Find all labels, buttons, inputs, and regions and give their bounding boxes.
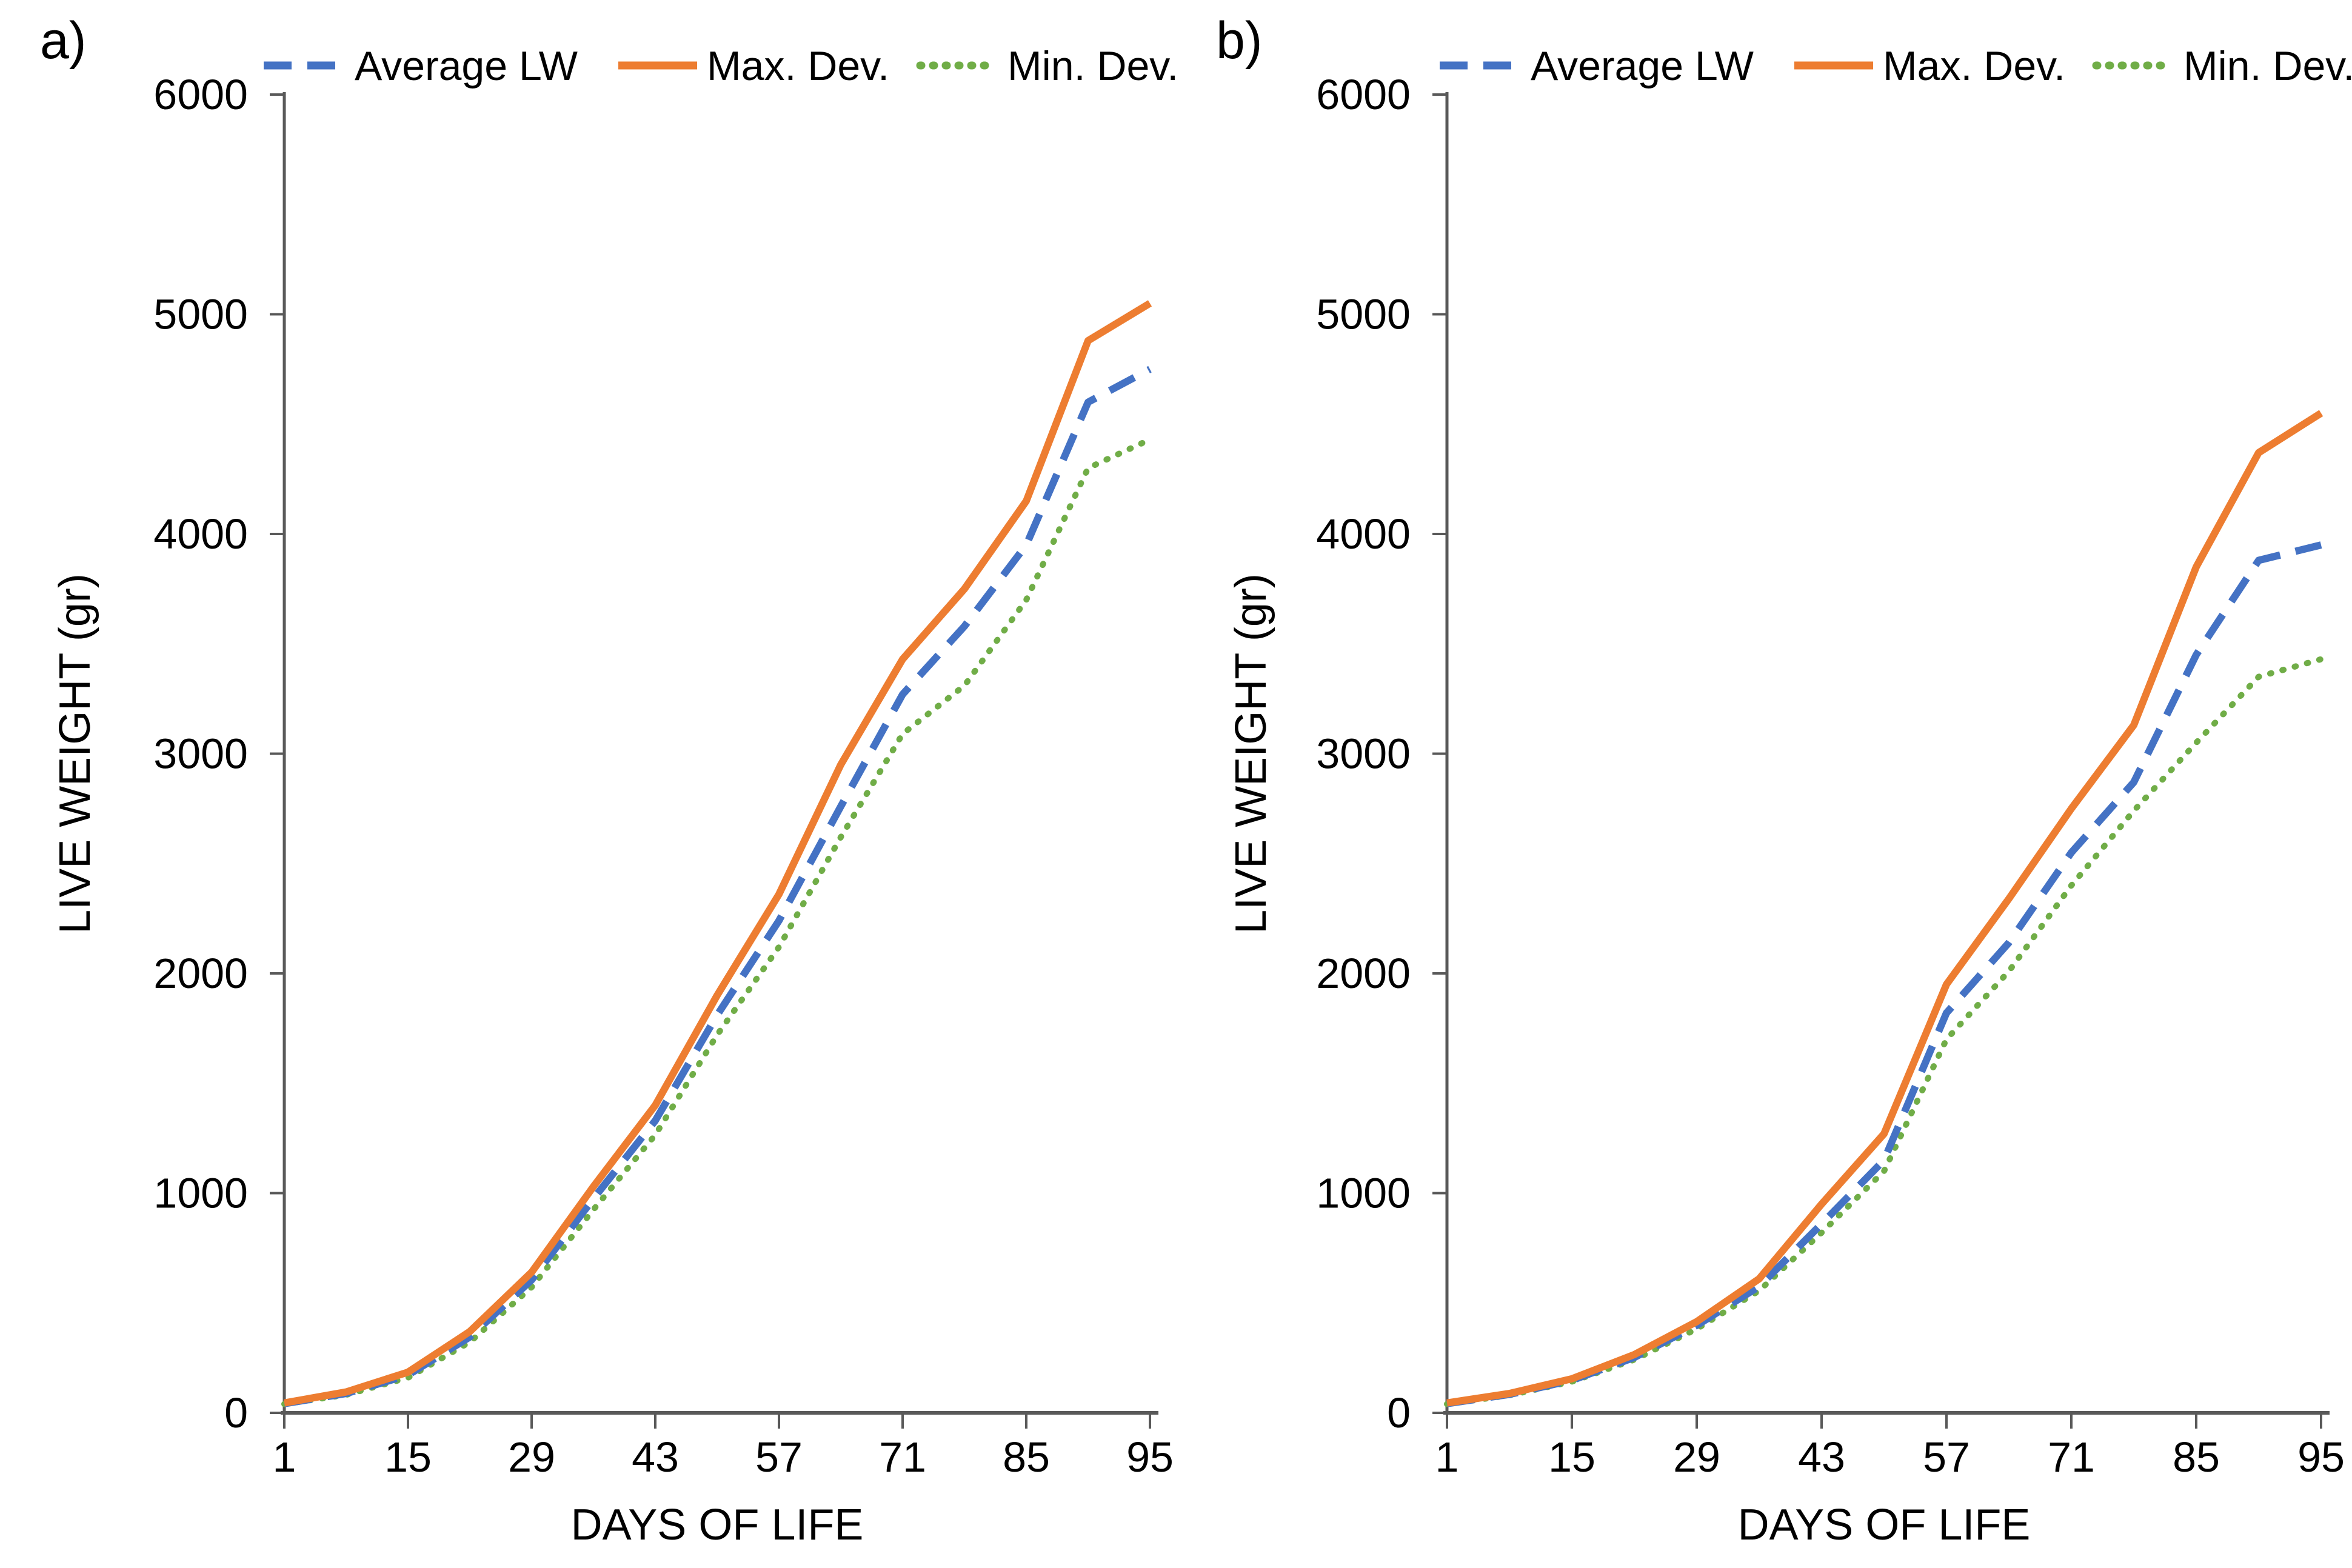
x-tick-label: 95 — [2297, 1433, 2345, 1481]
y-tick-label: 2000 — [153, 950, 248, 997]
y-tick-label: 5000 — [153, 291, 248, 338]
x-tick-label: 85 — [1003, 1433, 1050, 1481]
y-axis-title: LIVE WEIGHT (gr) — [1227, 573, 1275, 934]
x-tick-label: 71 — [2048, 1433, 2095, 1481]
panel-letter-a: a) — [40, 12, 87, 70]
y-tick-label: 5000 — [1316, 291, 1411, 338]
legend-label: Min. Dev. — [1007, 43, 1178, 89]
y-tick-label: 2000 — [1316, 950, 1411, 997]
panel-letter-b: b) — [1216, 12, 1263, 70]
live-weight-chart-b: 0 1000 2000 3000 4000 5000 6000 1 15 29 43 57 71 85 95… — [1227, 43, 2352, 1549]
series-line-min-dev — [1444, 656, 2324, 1407]
x-tick-label: 71 — [879, 1433, 926, 1481]
x-tick-label: 29 — [1673, 1433, 1720, 1481]
series-line-max-dev — [283, 300, 1152, 1407]
x-axis-title: DAYS OF LIFE — [571, 1501, 864, 1549]
series-line-average-lw — [1446, 541, 2322, 1407]
series-line-max-dev — [1446, 410, 2324, 1407]
y-tick-label: 6000 — [153, 71, 248, 118]
x-tick-label: 15 — [384, 1433, 432, 1481]
x-tick-label: 95 — [1126, 1433, 1174, 1481]
growth-chart-panel-b: b) 0 1000 2000 3000 4000 5000 6000 1 15 29 43 57 71 8… — [1200, 10, 2352, 1568]
legend-label: Max. Dev. — [1883, 43, 2065, 89]
x-axis-title: DAYS OF LIFE — [1738, 1501, 2031, 1549]
y-axis-title: LIVE WEIGHT (gr) — [51, 573, 99, 934]
live-weight-chart-a: 0 1000 2000 3000 4000 5000 6000 1 15 29 43 57 71 85 95… — [51, 43, 1178, 1549]
y-tick-label: 0 — [224, 1389, 248, 1436]
x-tick-label: 85 — [2173, 1433, 2220, 1481]
y-tick-label: 1000 — [153, 1170, 248, 1217]
growth-chart-panel-a: a) 0 1000 2000 3000 4000 5000 6000 1 15 29 43 57 71 8… — [24, 10, 1200, 1568]
legend-label: Max. Dev. — [707, 43, 889, 89]
y-tick-label: 4000 — [153, 510, 248, 558]
y-tick-label: 0 — [1387, 1389, 1411, 1436]
x-tick-label: 43 — [1798, 1433, 1845, 1481]
x-tick-label: 1 — [1435, 1433, 1459, 1481]
x-tick-label: 43 — [632, 1433, 679, 1481]
y-tick-label: 3000 — [153, 730, 248, 778]
y-tick-label: 4000 — [1316, 510, 1411, 558]
x-tick-label: 57 — [755, 1433, 803, 1481]
x-tick-label: 15 — [1548, 1433, 1595, 1481]
x-tick-label: 29 — [508, 1433, 555, 1481]
x-tick-label: 1 — [273, 1433, 296, 1481]
legend-label: Average LW — [355, 43, 578, 89]
y-tick-label: 3000 — [1316, 730, 1411, 778]
x-tick-label: 57 — [1923, 1433, 1970, 1481]
legend-label: Min. Dev. — [2183, 43, 2352, 89]
y-tick-label: 6000 — [1316, 71, 1411, 118]
series-line-min-dev — [281, 436, 1153, 1407]
series-line-average-lw — [284, 365, 1152, 1407]
y-tick-label: 1000 — [1316, 1170, 1411, 1217]
legend-label: Average LW — [1531, 43, 1754, 89]
